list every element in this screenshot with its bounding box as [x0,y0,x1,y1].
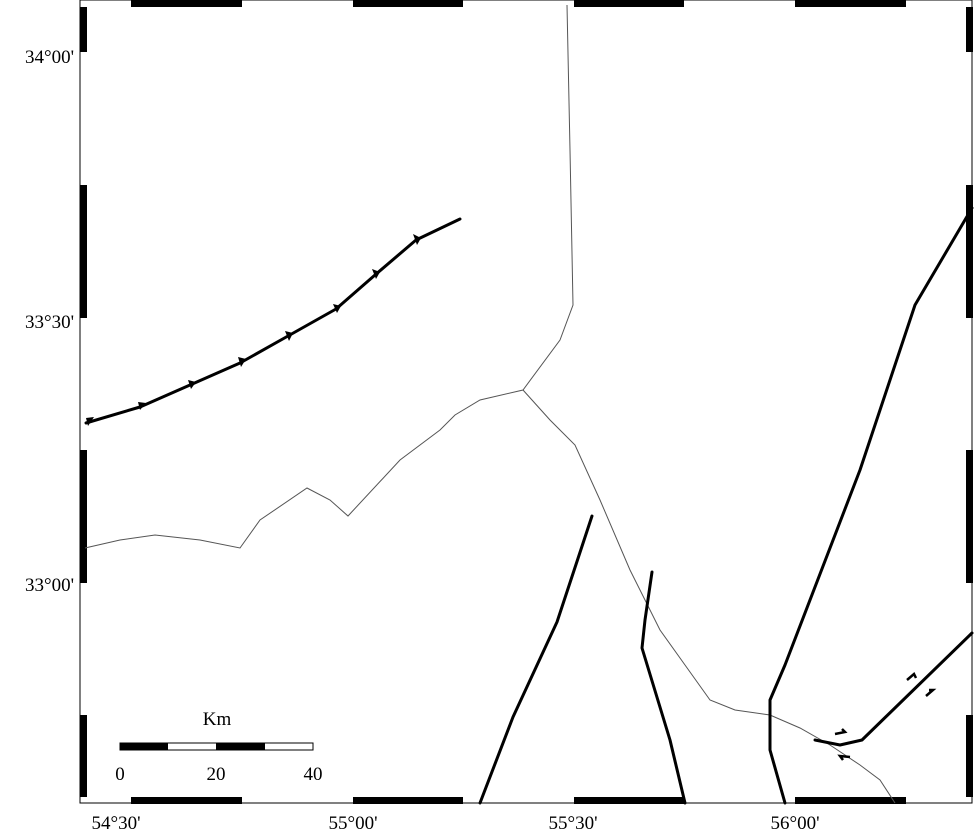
map-frame [79,0,973,804]
fault [640,570,687,805]
boundary [84,4,574,549]
scale-bar: Km 0 20 40 [115,709,322,785]
boundary [522,389,896,804]
fault [768,206,974,805]
longitude-label: 55°30' [548,813,597,834]
thrust-teeth [86,234,421,426]
fault [478,514,594,805]
latitude-label: 34°00' [25,47,74,68]
latitude-label: 33°00' [25,575,74,596]
scale-label: 20 [207,764,226,785]
slip-arrows [834,672,937,761]
frame-ticks [80,0,973,804]
scale-label: 0 [115,764,125,785]
longitude-label: 56°00' [770,813,819,834]
scale-unit: Km [203,709,232,730]
longitude-label: 54°30' [91,813,140,834]
scale-label: 40 [304,764,323,785]
fault [813,631,974,747]
latitude-label: 33°30' [25,312,74,333]
longitude-label: 55°00' [328,813,377,834]
